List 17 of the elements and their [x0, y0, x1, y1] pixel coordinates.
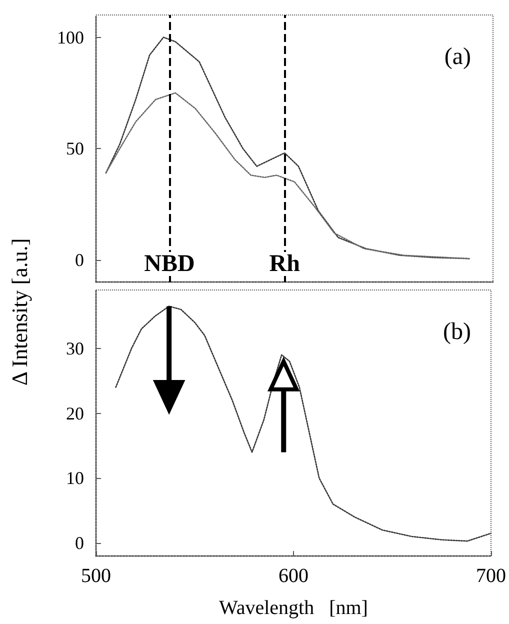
y-tick-label: 0 [75, 250, 84, 270]
y-tick-label: 0 [75, 533, 84, 554]
x-axis-title: Wavelength [nm] [219, 597, 368, 619]
y-axis-title: Δ Intensity [a.u.] [7, 238, 33, 386]
ref-line-label: Rh [269, 251, 300, 277]
x-tick-label: 700 [476, 565, 506, 587]
line-series [115, 306, 492, 542]
y-tick-label: 20 [66, 403, 84, 424]
x-tick-label: 600 [278, 565, 308, 587]
ref-line-label: NBD [144, 251, 195, 277]
x-tick-label: 500 [81, 565, 111, 587]
y-tick-label: 50 [66, 138, 84, 158]
y-tick-label: 100 [57, 27, 84, 48]
y-tick-label: 10 [66, 468, 84, 488]
y-tick-label: 30 [66, 338, 84, 358]
annotation: (b) [443, 319, 471, 345]
annotation: (a) [444, 44, 472, 70]
